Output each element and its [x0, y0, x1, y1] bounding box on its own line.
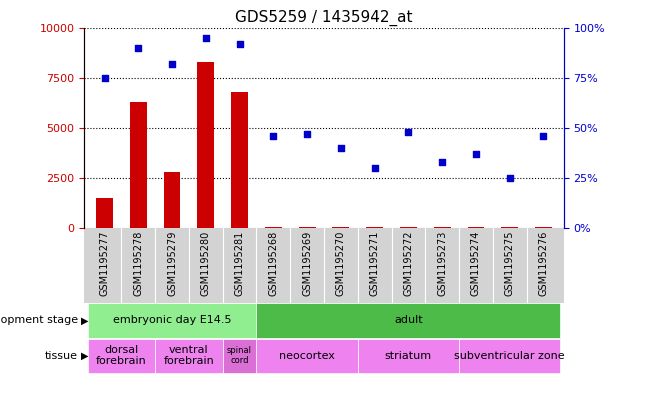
Text: ▶: ▶ [81, 315, 89, 325]
Text: ▶: ▶ [81, 351, 89, 361]
Point [505, 174, 515, 181]
Title: GDS5259 / 1435942_at: GDS5259 / 1435942_at [235, 10, 413, 26]
Point [471, 151, 481, 157]
Bar [130, 102, 146, 228]
Bar [96, 198, 113, 228]
Point [437, 159, 447, 165]
Point [268, 132, 279, 139]
Text: spinal
cord: spinal cord [227, 346, 252, 365]
Point [538, 132, 549, 139]
Bar [502, 227, 518, 228]
Bar [231, 92, 248, 228]
Text: subventricular zone: subventricular zone [454, 351, 565, 361]
Bar [467, 227, 485, 228]
Text: striatum: striatum [385, 351, 432, 361]
Point [336, 145, 346, 151]
Bar [163, 172, 181, 228]
Bar [400, 227, 417, 228]
Point [403, 129, 413, 135]
Text: development stage: development stage [0, 315, 78, 325]
Point [235, 40, 245, 47]
Text: dorsal
forebrain: dorsal forebrain [96, 345, 146, 366]
Bar [535, 227, 552, 228]
Point [167, 61, 177, 67]
Point [302, 130, 312, 137]
Text: embryonic day E14.5: embryonic day E14.5 [113, 315, 231, 325]
Text: tissue: tissue [45, 351, 78, 361]
Bar [332, 227, 349, 228]
Bar [198, 62, 214, 228]
Bar [299, 227, 316, 228]
Text: ventral
forebrain: ventral forebrain [163, 345, 214, 366]
Point [133, 44, 143, 51]
Point [201, 35, 211, 41]
Bar [265, 227, 282, 228]
Bar [434, 227, 450, 228]
Point [369, 165, 380, 171]
Bar [366, 227, 383, 228]
Point [99, 75, 110, 81]
Text: neocortex: neocortex [279, 351, 335, 361]
Text: adult: adult [394, 315, 422, 325]
